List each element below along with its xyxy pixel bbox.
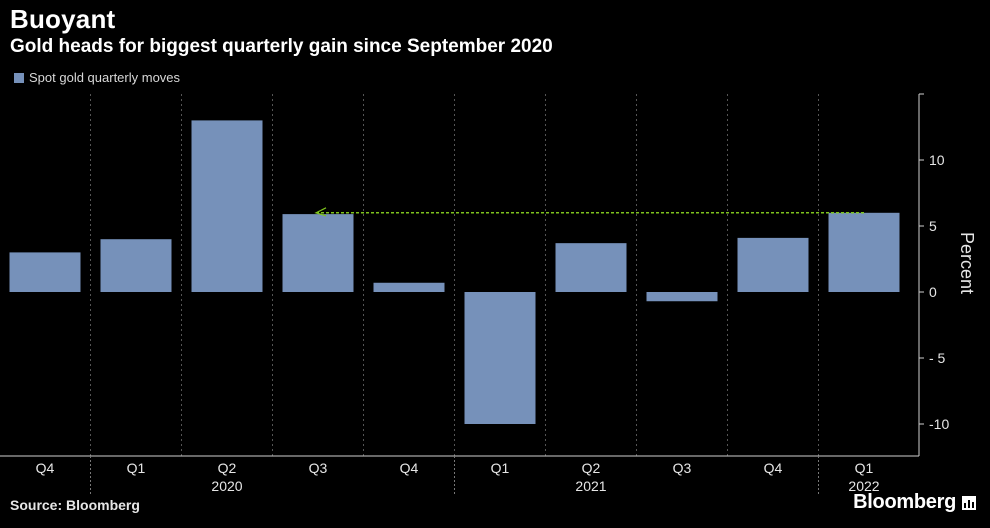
chart-title: Buoyant <box>10 4 116 34</box>
x-tick-label: Q4 <box>36 460 55 476</box>
bar <box>646 292 718 302</box>
bloomberg-logo: Bloomberg <box>853 491 976 514</box>
bar <box>828 212 900 292</box>
bar <box>464 292 536 424</box>
bar <box>191 120 263 293</box>
bar-chart-icon <box>962 495 976 510</box>
year-label: 2022 <box>848 478 879 494</box>
y-axis-label: Percent <box>957 232 977 294</box>
brand-name: Bloomberg <box>853 491 956 513</box>
bar <box>555 243 627 292</box>
y-tick-label: 5 <box>929 218 937 234</box>
year-label: 2021 <box>575 478 606 494</box>
x-tick-label: Q2 <box>218 460 237 476</box>
y-tick-label: 0 <box>929 284 937 300</box>
y-tick-label: - 5 <box>929 350 946 366</box>
x-tick-label: Q3 <box>309 460 328 476</box>
bar <box>282 214 354 292</box>
reference-arrowhead <box>314 207 327 217</box>
chart-subtitle: Gold heads for biggest quarterly gain si… <box>10 36 553 57</box>
x-tick-label: Q1 <box>127 460 146 476</box>
y-tick-label: 10 <box>929 152 945 168</box>
x-tick-label: Q4 <box>400 460 419 476</box>
legend-swatch <box>14 72 24 83</box>
x-tick-label: Q2 <box>582 460 601 476</box>
source-note: Source: Bloomberg <box>10 497 140 513</box>
x-tick-label: Q1 <box>491 460 510 476</box>
bar <box>100 239 172 292</box>
year-label: 2020 <box>211 478 242 494</box>
bar <box>9 252 81 292</box>
y-tick-label: -10 <box>929 416 949 432</box>
legend: Spot gold quarterly moves <box>14 70 180 85</box>
x-tick-label: Q3 <box>673 460 692 476</box>
x-tick-label: Q1 <box>855 460 874 476</box>
bar <box>737 237 809 292</box>
bar <box>373 282 445 292</box>
x-tick-label: Q4 <box>764 460 783 476</box>
legend-label: Spot gold quarterly moves <box>29 70 181 85</box>
